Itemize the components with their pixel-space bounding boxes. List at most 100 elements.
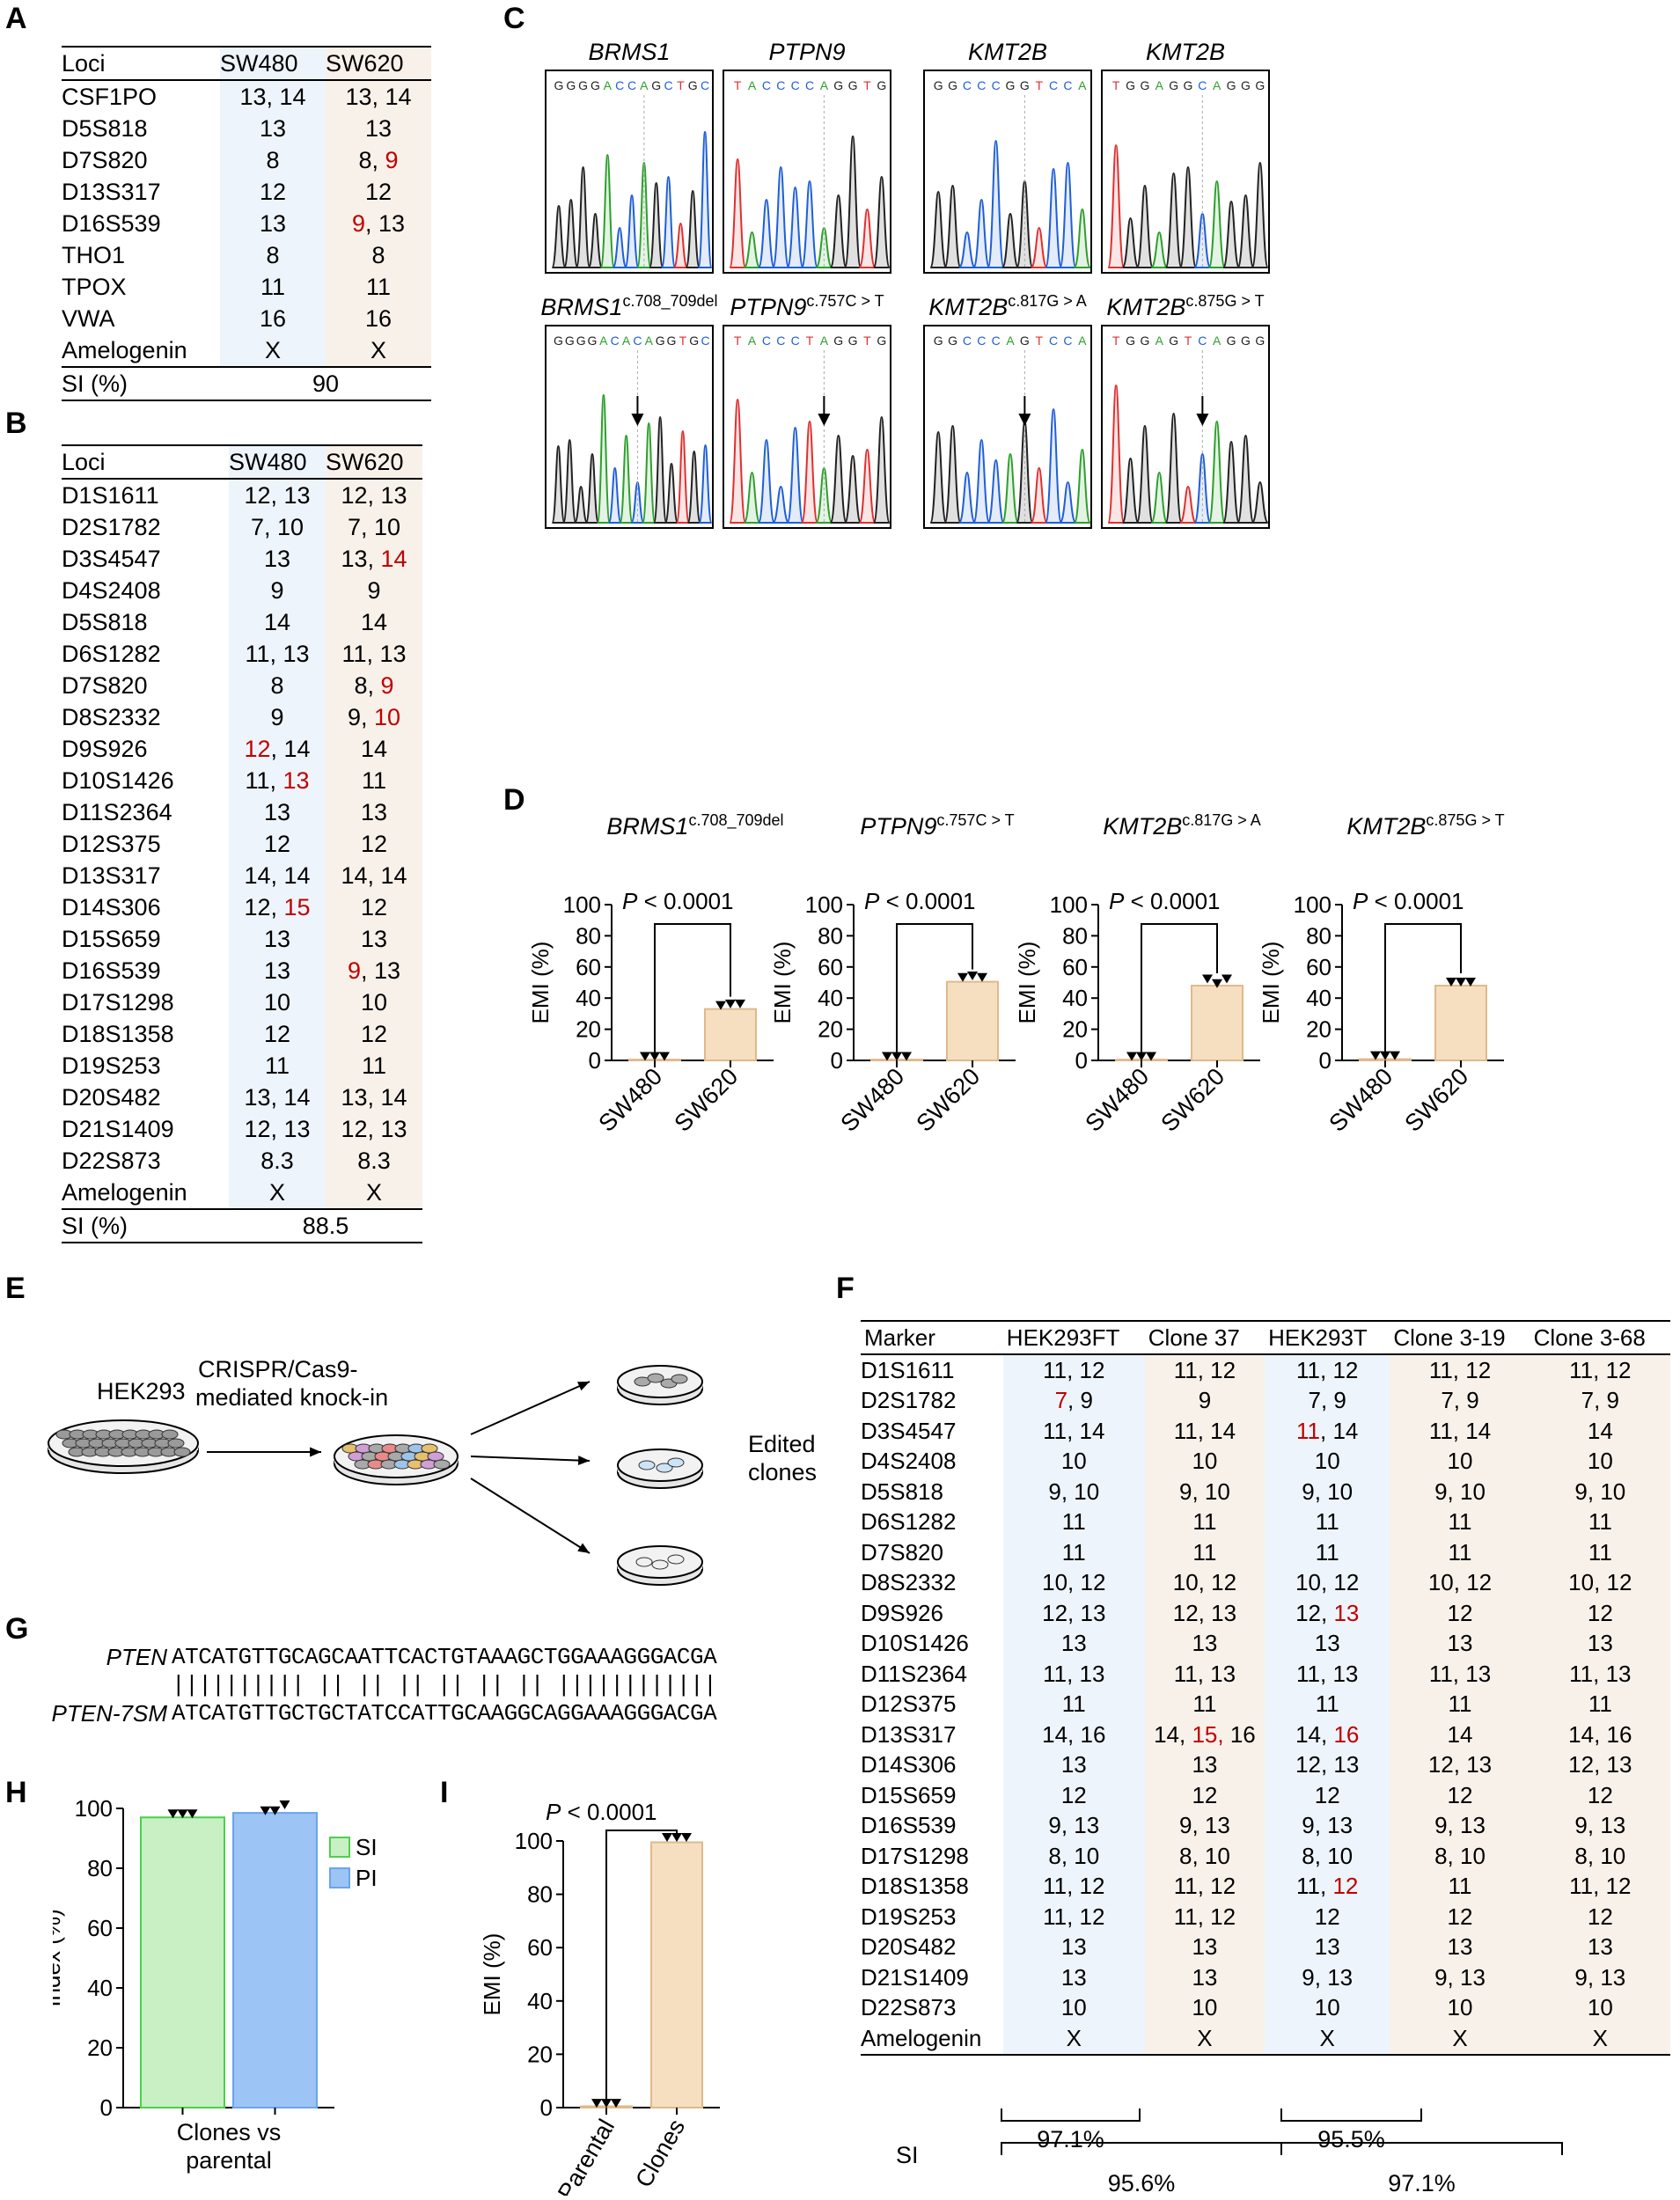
clone-dish-1 <box>617 1365 703 1405</box>
base-call: C <box>762 334 771 348</box>
allele-cell: 8, 10 <box>1530 1841 1670 1872</box>
table-row: Amelogenin X X <box>62 1177 422 1209</box>
allele-cell: 11, 13 <box>1002 1659 1145 1690</box>
locus-name: D7S820 <box>62 146 148 173</box>
trace-peak <box>987 139 1005 268</box>
table-row: D1S1611 12, 13 12, 13 <box>62 479 422 511</box>
allele-cell: 8, 10 <box>1265 1841 1390 1872</box>
base-call: C <box>762 78 771 92</box>
base-call: C <box>1063 78 1072 92</box>
allele-cell: 9, 10 <box>326 701 422 733</box>
base-call: A <box>599 334 608 348</box>
table-row: D9S926 12, 13 12, 13 12, 13 12 12 <box>861 1598 1670 1629</box>
column-header: SW620 <box>326 444 422 480</box>
base-call: A <box>604 78 613 92</box>
y-tick-label: 40 <box>818 985 843 1011</box>
data-point <box>1446 978 1456 987</box>
base-call: C <box>805 78 814 92</box>
allele-cell: 11 <box>326 1050 422 1082</box>
base-call: A <box>1155 78 1164 92</box>
trace-peak <box>1179 485 1197 524</box>
locus-name: D19S253 <box>62 1052 161 1079</box>
allele-cell: 9, 13 <box>1144 1810 1266 1841</box>
allele-cell: 10, 12 <box>1390 1567 1530 1598</box>
base-call: G <box>1140 334 1149 348</box>
allele-cell: 8, 10 <box>1390 1841 1530 1872</box>
base-call: G <box>934 78 943 92</box>
seq2: ATCATGTTGCTGCTATCCATTGCAAGGCAGGAAAGGGACG… <box>172 1700 717 1727</box>
chromatogram-box <box>723 70 891 274</box>
base-call: C <box>977 78 986 92</box>
allele-cell: 11 <box>1002 1507 1145 1537</box>
allele-cell: 13 <box>1002 1932 1145 1962</box>
data-point <box>177 1809 188 1819</box>
table-row: Amelogenin X X <box>62 334 431 367</box>
y-tick-label: 100 <box>1294 891 1332 918</box>
allele-cell: X <box>1530 2023 1670 2056</box>
clone-dish-2 <box>617 1448 703 1489</box>
base-call: C <box>1198 334 1207 348</box>
knock-in-arrow-head <box>310 1447 321 1457</box>
base-call: G <box>554 334 563 348</box>
trace-peak <box>972 438 991 524</box>
allele-cell: 7, 9 <box>1265 1385 1390 1416</box>
allele-cell: 11, 12 <box>1002 1902 1145 1932</box>
data-point <box>1146 1052 1156 1061</box>
base-call: G <box>667 334 677 348</box>
marker-name: D11S2364 <box>861 1660 967 1687</box>
allele-cell: 14, 16 <box>1265 1720 1390 1750</box>
panel-label-b: B <box>5 407 27 440</box>
base-call: T <box>677 78 685 92</box>
emi-bar-charts: BRMS1c.708_709del 0 20 40 60 80 100 EMI (%) P < … <box>528 811 1505 1137</box>
y-tick-label: 0 <box>589 1047 601 1074</box>
table-row: D4S2408 10 10 10 10 10 <box>861 1446 1670 1477</box>
allele-cell: 10 <box>1390 1446 1530 1477</box>
base-call: G <box>576 334 586 348</box>
cell <box>421 1443 438 1454</box>
allele-cell: 9, 10 <box>1530 1477 1670 1507</box>
clone-arrow-1-head <box>577 1382 590 1391</box>
allele-cell: 11, 12 <box>1530 1354 1670 1386</box>
allele-cell: 7, 9 <box>1530 1385 1670 1416</box>
allele-cell: X <box>326 1177 422 1209</box>
allele-cell: 9, 10 <box>1265 1477 1390 1507</box>
base-call: G <box>934 334 943 348</box>
allele-cell: 9 <box>229 575 326 606</box>
allele-cell: 13 <box>229 796 326 828</box>
y-tick-label: 60 <box>818 954 843 980</box>
data-point <box>901 1052 912 1061</box>
marker-name: D1S1611 <box>861 1356 955 1383</box>
allele-cell: 13 <box>1390 1932 1530 1962</box>
table-row: D21S1409 12, 13 12, 13 <box>62 1113 422 1145</box>
trace-peak <box>786 426 804 524</box>
allele-cell: 8 <box>220 239 326 271</box>
table-row: D9S926 12, 14 14 <box>62 733 422 765</box>
allele-cell: 9, 13 <box>1390 1810 1530 1841</box>
trace-peak <box>1179 165 1197 268</box>
table-row: D7S820 8 8, 9 <box>62 670 422 701</box>
si-bracket-clone37 <box>1001 2108 1141 2122</box>
trace-peak <box>1001 452 1019 524</box>
trace-peak <box>624 194 640 268</box>
trace-peak <box>1207 180 1226 268</box>
base-call: G <box>948 78 957 92</box>
trace-peak <box>1222 440 1241 524</box>
chromatogram-title: KMT2B <box>1146 39 1225 65</box>
column-header: SW620 <box>326 46 431 81</box>
locus-name: D18S1358 <box>62 1020 174 1047</box>
legend-label-si: SI <box>356 1834 378 1860</box>
cell <box>173 1447 191 1457</box>
allele-cell: 11, 13 <box>1530 1659 1670 1690</box>
allele-cell: 12, 13 <box>229 479 326 511</box>
locus-name: D2S1782 <box>62 513 161 540</box>
base-call: C <box>963 334 972 348</box>
base-call: A <box>622 334 631 348</box>
locus-name: D7S820 <box>62 671 148 699</box>
locus-name: D5S818 <box>62 114 148 142</box>
trace-peak <box>929 430 948 524</box>
allele-cell: 13 <box>326 113 431 144</box>
allele-cell: 10, 12 <box>1144 1567 1266 1598</box>
table-row: D5S818 14 14 <box>62 606 422 638</box>
table-row: D3S4547 13 13, 14 <box>62 543 422 575</box>
